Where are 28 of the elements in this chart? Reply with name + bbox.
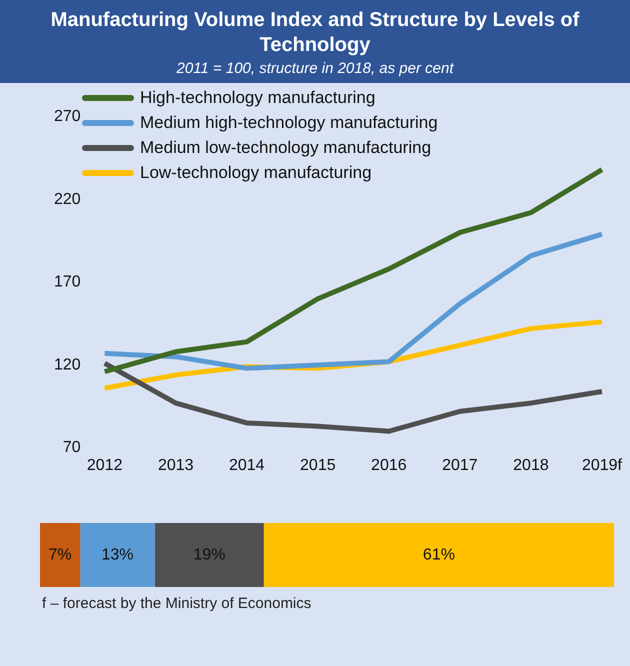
legend-label: Low-technology manufacturing [140,162,372,184]
data-label: 7% [48,546,72,564]
y-tick-label: 120 [54,356,81,374]
bar [40,523,80,587]
x-tick-label: 2019f [582,456,623,474]
data-label: 61% [422,546,455,564]
legend-label: Medium low-technology manufacturing [140,137,432,159]
x-tick-label: 2014 [228,456,265,474]
data-label: 13% [101,546,134,564]
x-tick-label: 2016 [371,456,407,474]
x-tick-label: 2017 [442,456,478,474]
y-tick-label: 170 [54,274,81,291]
bar [80,523,155,587]
chart-subtitle: 2011 = 100, structure in 2018, as per cent [176,60,455,77]
legend-label: Medium high-technology manufacturing [140,112,438,134]
y-tick-label: 270 [54,108,81,126]
y-tick-label: 220 [54,190,81,208]
chart-title: Manufacturing Volume Index and Structure by Levels of Technology [50,8,580,58]
text: f – forecast by the Ministry of Economics [42,595,312,612]
bar [264,523,614,587]
x-tick-label: 2018 [513,456,549,474]
legend-label: High-technology manufacturing [140,87,376,109]
bar [154,523,264,587]
y-tick-label: 70 [62,439,81,456]
data-label: 19% [193,546,226,564]
x-tick-label: 2012 [86,456,123,474]
x-tick-label: 2013 [158,456,194,474]
x-tick-label: 2015 [300,456,336,474]
